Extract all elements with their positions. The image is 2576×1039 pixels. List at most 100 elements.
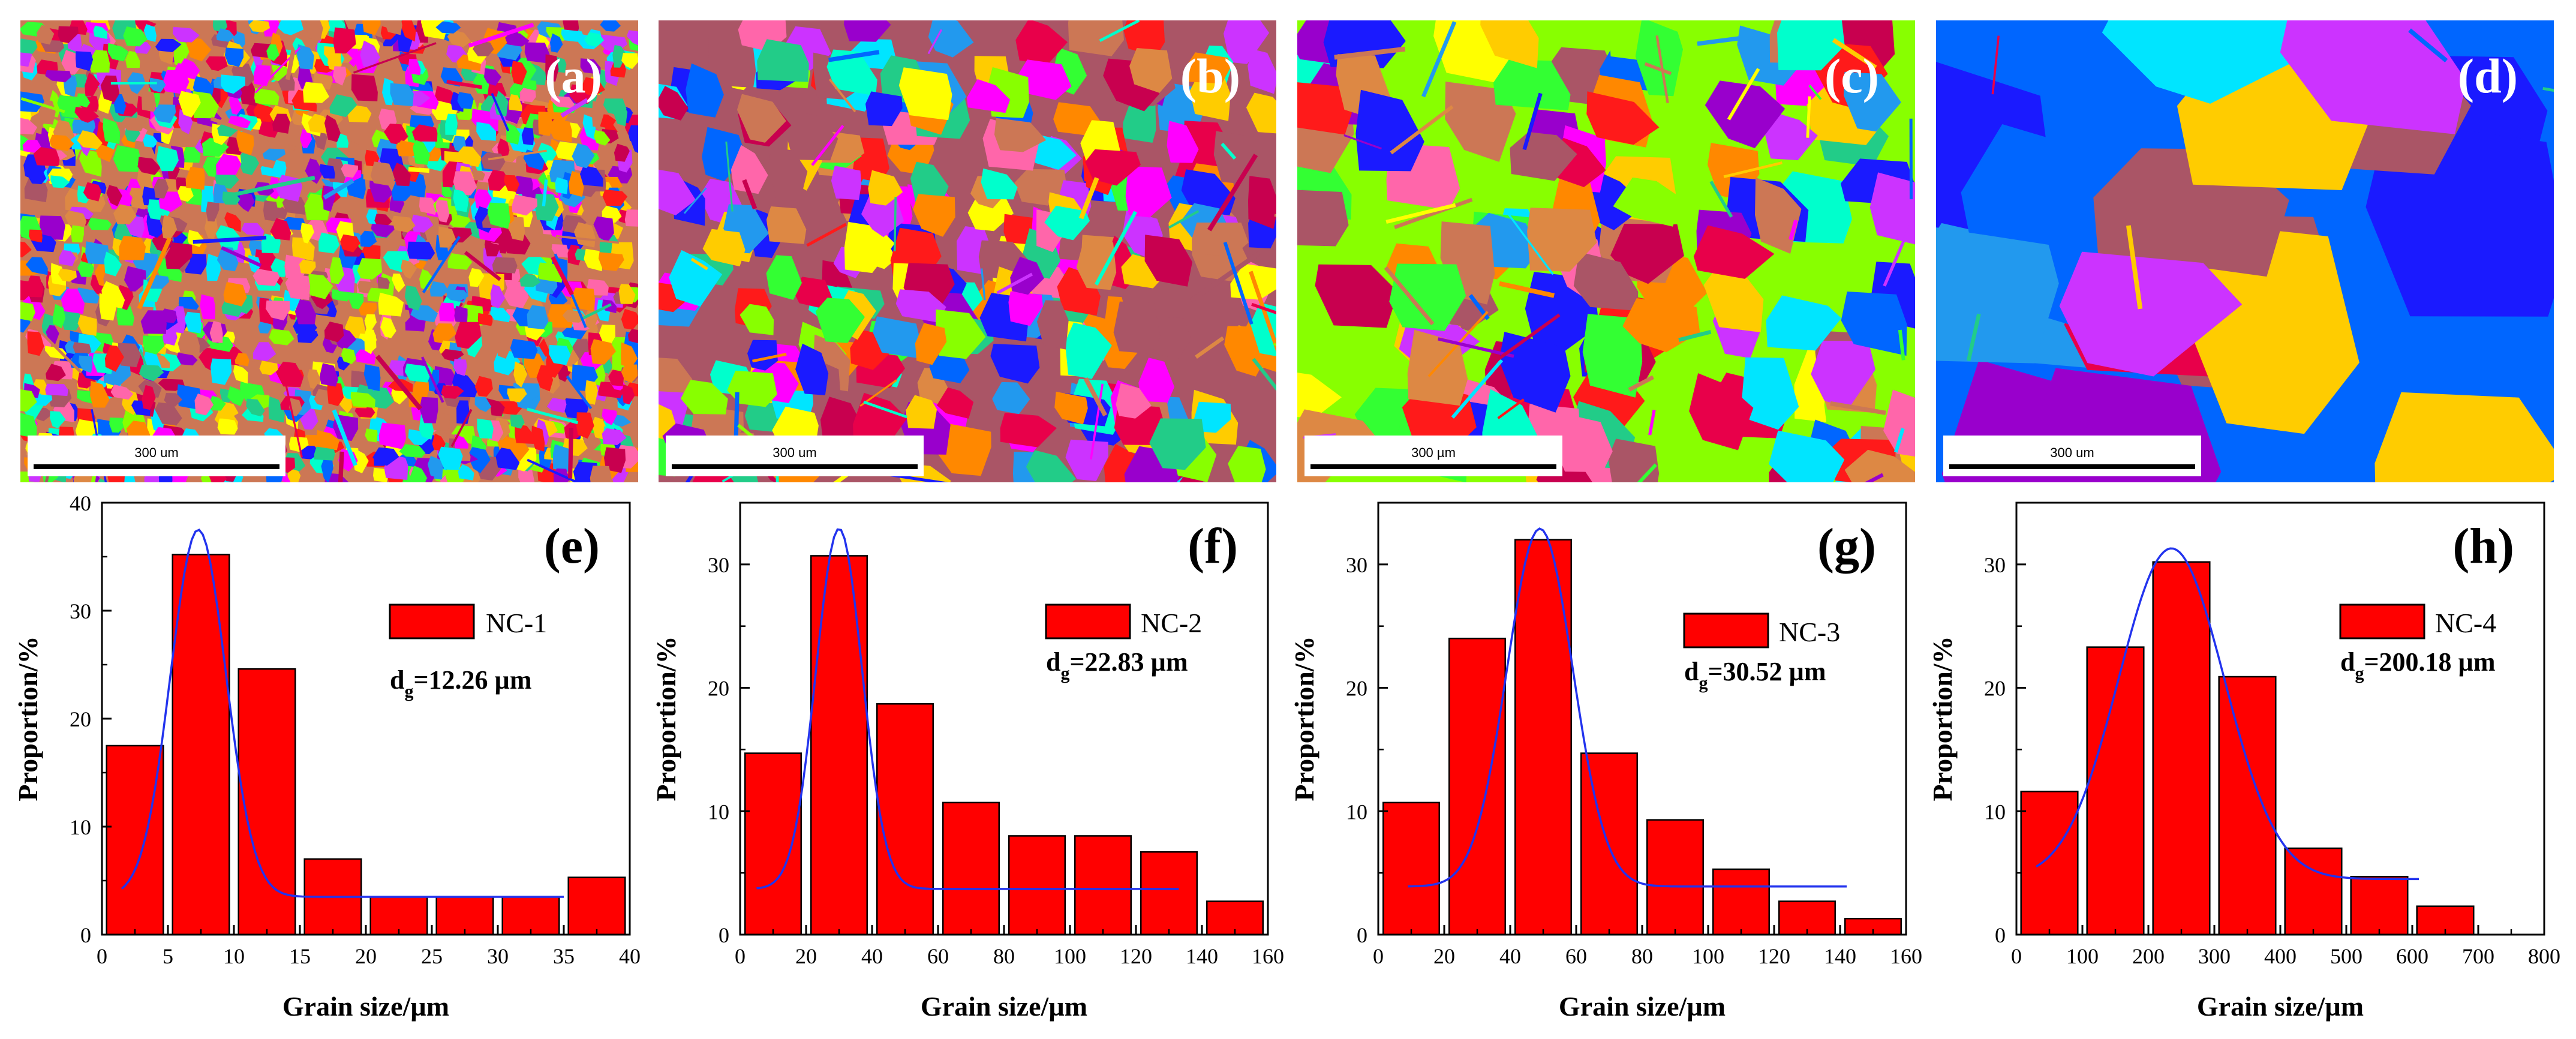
grain <box>155 290 179 315</box>
scale-bar <box>1310 464 1556 469</box>
grain <box>594 130 611 146</box>
grain <box>708 37 756 88</box>
twin-boundary <box>1966 313 1981 362</box>
grain <box>865 91 903 127</box>
grain <box>561 230 585 250</box>
grain <box>391 180 416 202</box>
grain <box>614 143 630 162</box>
grain <box>401 259 417 280</box>
y-axis-title: Proportion/% <box>13 636 43 801</box>
legend-swatch <box>1045 603 1131 639</box>
grain <box>1613 177 1683 227</box>
grain <box>153 104 176 124</box>
twin-boundary <box>221 246 262 268</box>
grain <box>447 29 471 47</box>
x-tick-label: 60 <box>927 944 949 968</box>
grain <box>114 93 127 115</box>
grain <box>1689 373 1754 451</box>
grain <box>490 307 510 323</box>
fit-curve <box>756 528 1179 890</box>
bar <box>810 555 868 936</box>
twin-boundary <box>1697 34 1758 46</box>
grain <box>618 284 636 304</box>
twin-boundary <box>1094 211 1137 286</box>
grain <box>155 38 182 52</box>
grain <box>1582 314 1643 398</box>
grain <box>77 261 94 277</box>
grain <box>160 308 178 323</box>
grain <box>390 215 416 233</box>
bar <box>942 801 1000 936</box>
grain <box>285 274 310 301</box>
grain <box>300 223 314 244</box>
grain <box>155 402 182 426</box>
twin-boundary <box>1249 271 1276 353</box>
grain <box>205 56 228 71</box>
bar <box>1008 835 1066 936</box>
grain <box>137 157 161 175</box>
grain <box>992 382 1030 415</box>
grain <box>372 447 399 466</box>
grain <box>659 358 693 393</box>
grain <box>154 178 169 199</box>
twin-boundary <box>282 375 303 458</box>
grain <box>378 422 407 449</box>
grain <box>113 204 137 225</box>
grain <box>581 77 605 96</box>
grain <box>392 163 411 187</box>
grain <box>253 342 276 361</box>
grain <box>936 309 986 359</box>
grain <box>79 355 93 373</box>
map-label-d: (d) <box>2458 49 2518 103</box>
grain <box>332 289 353 302</box>
histogram-g: 0 20 40 60 80 100 120 140 160 0 10 20 30 (g) NC-3 dg… <box>1282 502 1924 1037</box>
grain <box>990 344 1040 384</box>
grain <box>139 365 164 382</box>
twin-boundary <box>2542 87 2554 92</box>
grain <box>527 305 549 329</box>
grain <box>116 303 134 326</box>
y-tick-label: 0 <box>1995 923 2006 947</box>
y-tick-label: 10 <box>1346 800 1367 824</box>
x-axis-title: Grain size/µm <box>1559 991 1726 1022</box>
grain <box>2059 251 2243 377</box>
grain <box>815 298 865 343</box>
grain <box>179 58 200 80</box>
grain <box>164 393 182 407</box>
twin-boundary <box>1808 85 1822 100</box>
twin-boundary <box>137 237 172 310</box>
x-axis-title: Grain size/µm <box>921 991 1087 1022</box>
fit-curve <box>1408 527 1847 888</box>
grain <box>221 74 245 94</box>
grain <box>58 26 79 43</box>
grain <box>314 446 335 461</box>
grain <box>967 79 1011 113</box>
grain <box>407 241 435 260</box>
twin-boundary <box>1789 220 1798 241</box>
grain <box>458 464 474 481</box>
grain <box>1769 430 1845 482</box>
x-axis-title: Grain size/µm <box>282 991 449 1022</box>
grain <box>555 177 568 194</box>
twin-boundary <box>1421 21 1457 98</box>
grain <box>441 385 464 399</box>
grain <box>757 39 809 82</box>
x-tick-label: 40 <box>861 944 883 968</box>
grain <box>143 24 157 42</box>
grain <box>843 20 891 42</box>
grain <box>85 241 109 265</box>
twin-boundary <box>542 179 548 207</box>
twin-boundary <box>446 80 483 89</box>
grain <box>457 146 482 167</box>
grain <box>79 149 102 177</box>
grain <box>569 170 584 197</box>
grain <box>223 282 247 307</box>
grain <box>766 206 807 244</box>
twin-boundary <box>828 50 880 62</box>
y-tick-label: 30 <box>708 553 729 577</box>
twin-boundary <box>734 392 740 441</box>
grain <box>524 42 550 64</box>
grain <box>110 385 134 400</box>
grain <box>1742 357 1799 430</box>
grain <box>246 398 265 417</box>
